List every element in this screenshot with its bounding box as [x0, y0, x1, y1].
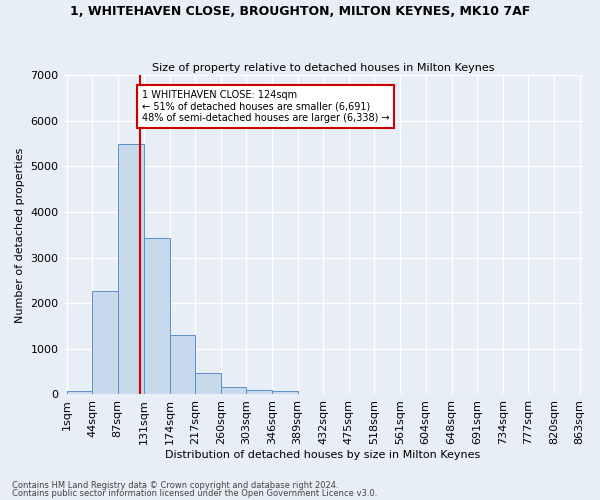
- Text: Contains HM Land Registry data © Crown copyright and database right 2024.: Contains HM Land Registry data © Crown c…: [12, 480, 338, 490]
- Bar: [92, 291, 118, 395]
- Bar: [170, 334, 195, 394]
- Text: 1, WHITEHAVEN CLOSE, BROUGHTON, MILTON KEYNES, MK10 7AF: 1, WHITEHAVEN CLOSE, BROUGHTON, MILTON K…: [70, 5, 530, 18]
- Text: 1 WHITEHAVEN CLOSE: 124sqm
← 51% of detached houses are smaller (6,691)
48% of s: 1 WHITEHAVEN CLOSE: 124sqm ← 51% of deta…: [142, 90, 389, 123]
- Bar: [195, 374, 221, 394]
- Bar: [272, 391, 298, 394]
- X-axis label: Distribution of detached houses by size in Milton Keynes: Distribution of detached houses by size …: [166, 450, 481, 460]
- Text: Contains public sector information licensed under the Open Government Licence v3: Contains public sector information licen…: [12, 489, 377, 498]
- Title: Size of property relative to detached houses in Milton Keynes: Size of property relative to detached ho…: [152, 63, 494, 73]
- Bar: [118, 144, 144, 394]
- Bar: [144, 238, 170, 394]
- Bar: [67, 391, 92, 394]
- Bar: [247, 390, 272, 394]
- Y-axis label: Number of detached properties: Number of detached properties: [15, 147, 25, 322]
- Bar: [221, 387, 247, 394]
